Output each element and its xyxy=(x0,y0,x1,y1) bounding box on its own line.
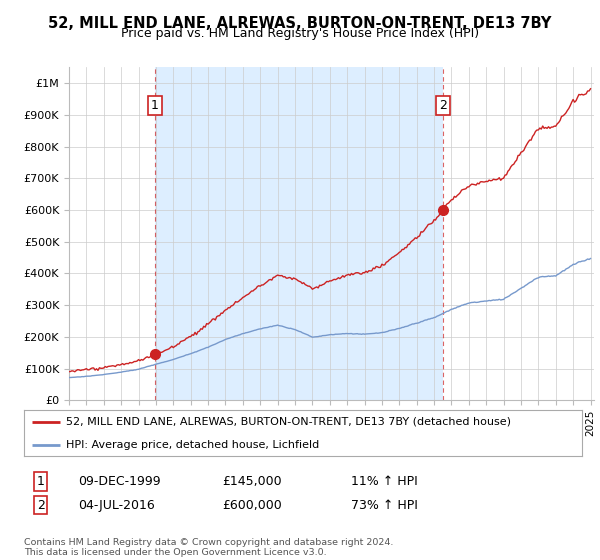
Text: 11% ↑ HPI: 11% ↑ HPI xyxy=(351,475,418,488)
Text: £145,000: £145,000 xyxy=(222,475,281,488)
Text: £600,000: £600,000 xyxy=(222,498,282,512)
Text: 2: 2 xyxy=(439,99,446,112)
Bar xyxy=(155,67,443,400)
Text: 73% ↑ HPI: 73% ↑ HPI xyxy=(351,498,418,512)
Text: 52, MILL END LANE, ALREWAS, BURTON-ON-TRENT, DE13 7BY: 52, MILL END LANE, ALREWAS, BURTON-ON-TR… xyxy=(49,16,551,31)
Text: 1: 1 xyxy=(37,475,45,488)
Text: Price paid vs. HM Land Registry's House Price Index (HPI): Price paid vs. HM Land Registry's House … xyxy=(121,27,479,40)
Text: 04-JUL-2016: 04-JUL-2016 xyxy=(78,498,155,512)
Text: 1: 1 xyxy=(151,99,159,112)
Text: 09-DEC-1999: 09-DEC-1999 xyxy=(78,475,161,488)
Text: 52, MILL END LANE, ALREWAS, BURTON-ON-TRENT, DE13 7BY (detached house): 52, MILL END LANE, ALREWAS, BURTON-ON-TR… xyxy=(66,417,511,427)
Text: Contains HM Land Registry data © Crown copyright and database right 2024.
This d: Contains HM Land Registry data © Crown c… xyxy=(24,538,394,557)
Text: HPI: Average price, detached house, Lichfield: HPI: Average price, detached house, Lich… xyxy=(66,440,319,450)
Text: 2: 2 xyxy=(37,498,45,512)
